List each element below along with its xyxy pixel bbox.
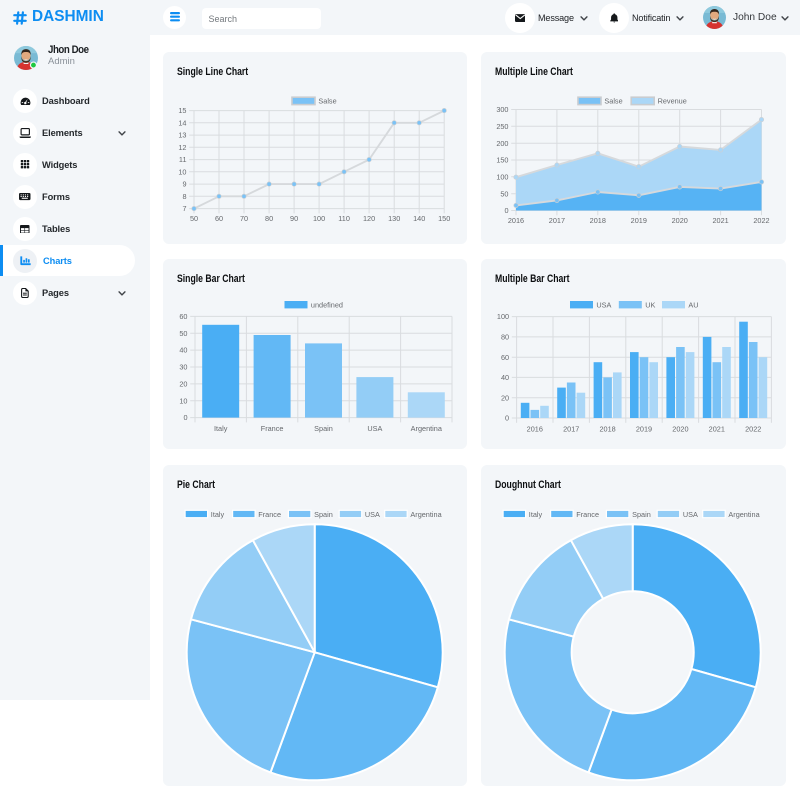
svg-text:100: 100: [497, 312, 509, 321]
svg-text:2018: 2018: [599, 424, 615, 433]
svg-text:USA: USA: [683, 509, 698, 518]
svg-text:15: 15: [178, 106, 186, 115]
svg-text:80: 80: [265, 214, 273, 223]
svg-text:140: 140: [413, 214, 425, 223]
svg-text:50: 50: [179, 329, 187, 338]
svg-text:11: 11: [179, 155, 187, 164]
svg-text:Spain: Spain: [314, 509, 333, 518]
svg-text:50: 50: [500, 189, 508, 198]
svg-text:Spain: Spain: [314, 424, 333, 433]
svg-text:120: 120: [363, 214, 375, 223]
svg-text:Revenue: Revenue: [658, 97, 687, 106]
svg-text:0: 0: [504, 206, 508, 215]
svg-text:12: 12: [178, 143, 186, 152]
svg-text:10: 10: [178, 167, 186, 176]
svg-text:20: 20: [179, 380, 187, 389]
svg-text:13: 13: [178, 131, 186, 140]
svg-text:150: 150: [438, 214, 450, 223]
svg-text:USA: USA: [367, 424, 382, 433]
svg-text:USA: USA: [596, 301, 611, 310]
svg-text:60: 60: [215, 214, 223, 223]
svg-text:0: 0: [505, 414, 509, 423]
svg-text:AU: AU: [688, 301, 698, 310]
svg-text:130: 130: [388, 214, 400, 223]
svg-text:100: 100: [496, 172, 508, 181]
svg-text:USA: USA: [365, 509, 380, 518]
svg-text:110: 110: [338, 214, 350, 223]
svg-text:Italy: Italy: [529, 509, 543, 518]
svg-text:undefined: undefined: [311, 301, 343, 310]
svg-text:9: 9: [182, 180, 186, 189]
svg-text:90: 90: [290, 214, 298, 223]
svg-text:France: France: [576, 509, 599, 518]
svg-text:Spain: Spain: [632, 509, 651, 518]
svg-text:2018: 2018: [590, 216, 606, 225]
svg-text:300: 300: [496, 105, 508, 114]
svg-text:2019: 2019: [636, 424, 652, 433]
svg-text:250: 250: [496, 122, 508, 131]
svg-text:60: 60: [179, 312, 187, 321]
svg-text:70: 70: [240, 214, 248, 223]
svg-text:2021: 2021: [712, 216, 728, 225]
svg-text:7: 7: [182, 204, 186, 213]
svg-text:Italy: Italy: [211, 509, 225, 518]
svg-text:France: France: [261, 424, 284, 433]
svg-text:60: 60: [501, 353, 509, 362]
svg-text:2019: 2019: [631, 216, 647, 225]
svg-text:10: 10: [179, 396, 187, 405]
svg-text:Salse: Salse: [604, 97, 622, 106]
svg-text:2016: 2016: [508, 216, 524, 225]
svg-text:Italy: Italy: [214, 424, 228, 433]
svg-text:2016: 2016: [527, 424, 543, 433]
svg-text:0: 0: [183, 413, 187, 422]
svg-text:40: 40: [501, 373, 509, 382]
svg-text:50: 50: [190, 214, 198, 223]
svg-text:14: 14: [178, 118, 186, 127]
svg-text:Argentina: Argentina: [728, 509, 760, 518]
svg-text:2020: 2020: [672, 424, 688, 433]
svg-text:200: 200: [496, 139, 508, 148]
svg-text:2020: 2020: [672, 216, 688, 225]
svg-text:UK: UK: [645, 301, 655, 310]
svg-text:2022: 2022: [745, 424, 761, 433]
svg-text:150: 150: [496, 156, 508, 165]
svg-text:Salse: Salse: [318, 97, 336, 106]
svg-text:France: France: [258, 509, 281, 518]
svg-text:2017: 2017: [549, 216, 565, 225]
svg-text:2022: 2022: [753, 216, 769, 225]
svg-text:8: 8: [182, 192, 186, 201]
svg-text:20: 20: [501, 393, 509, 402]
svg-text:Argentina: Argentina: [410, 509, 442, 518]
svg-text:30: 30: [179, 363, 187, 372]
svg-text:100: 100: [313, 214, 325, 223]
svg-text:80: 80: [501, 333, 509, 342]
svg-text:40: 40: [179, 346, 187, 355]
svg-text:Argentina: Argentina: [411, 424, 443, 433]
svg-text:2017: 2017: [563, 424, 579, 433]
svg-text:2021: 2021: [709, 424, 725, 433]
